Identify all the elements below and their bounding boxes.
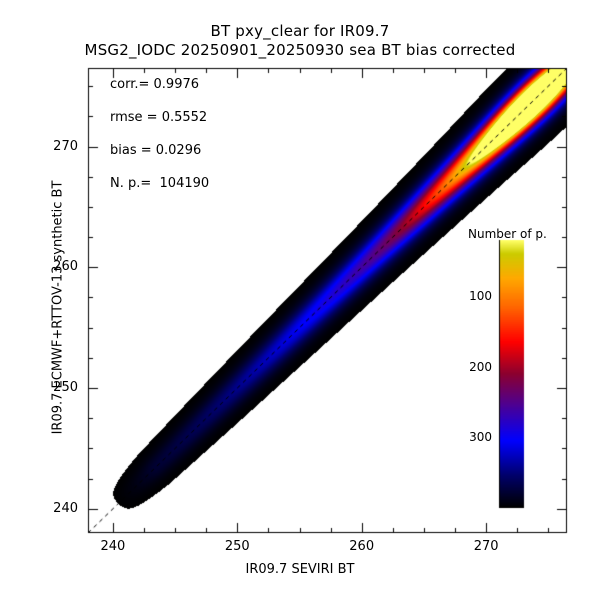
page-title: BT pxy_clear for IR09.7 xyxy=(210,22,390,40)
y-tick-label-270: 270 xyxy=(53,138,78,154)
x-tick-label-240: 240 xyxy=(100,539,126,554)
x-tick-label-270: 270 xyxy=(473,539,499,554)
figure-title-block: BT pxy_clear for IR09.7 MSG2_IODC 202509… xyxy=(0,22,600,60)
statistics-block: corr.= 0.9976 rmse = 0.5552 bias = 0.029… xyxy=(110,78,330,210)
stat-corr: corr.= 0.9976 xyxy=(110,77,200,92)
figure-subtitle: MSG2_IODC 20250901_20250930 sea BT bias … xyxy=(84,41,516,59)
stat-npoints: N. p.= 104190 xyxy=(110,176,210,191)
colorbar-tick-label-100: 100 xyxy=(469,289,492,304)
stat-bias: bias = 0.0296 xyxy=(110,143,202,158)
colorbar-tick-label-300: 300 xyxy=(469,430,492,445)
x-tick-label-260: 260 xyxy=(349,539,375,554)
x-tick-label-250: 250 xyxy=(224,539,250,554)
y-tick-label-240: 240 xyxy=(53,500,78,516)
y-tick-label-260: 260 xyxy=(53,259,78,275)
y-axis-label: IR09.7 ECMWF+RTTOV-13 synthetic BT xyxy=(50,180,66,435)
x-axis-label: IR09.7 SEVIRI BT xyxy=(245,562,355,577)
y-tick-label-250: 250 xyxy=(53,380,78,396)
colorbar-tick-label-200: 200 xyxy=(469,359,492,374)
stat-rmse: rmse = 0.5552 xyxy=(110,110,208,125)
colorbar-title: Number of p. xyxy=(468,227,547,241)
